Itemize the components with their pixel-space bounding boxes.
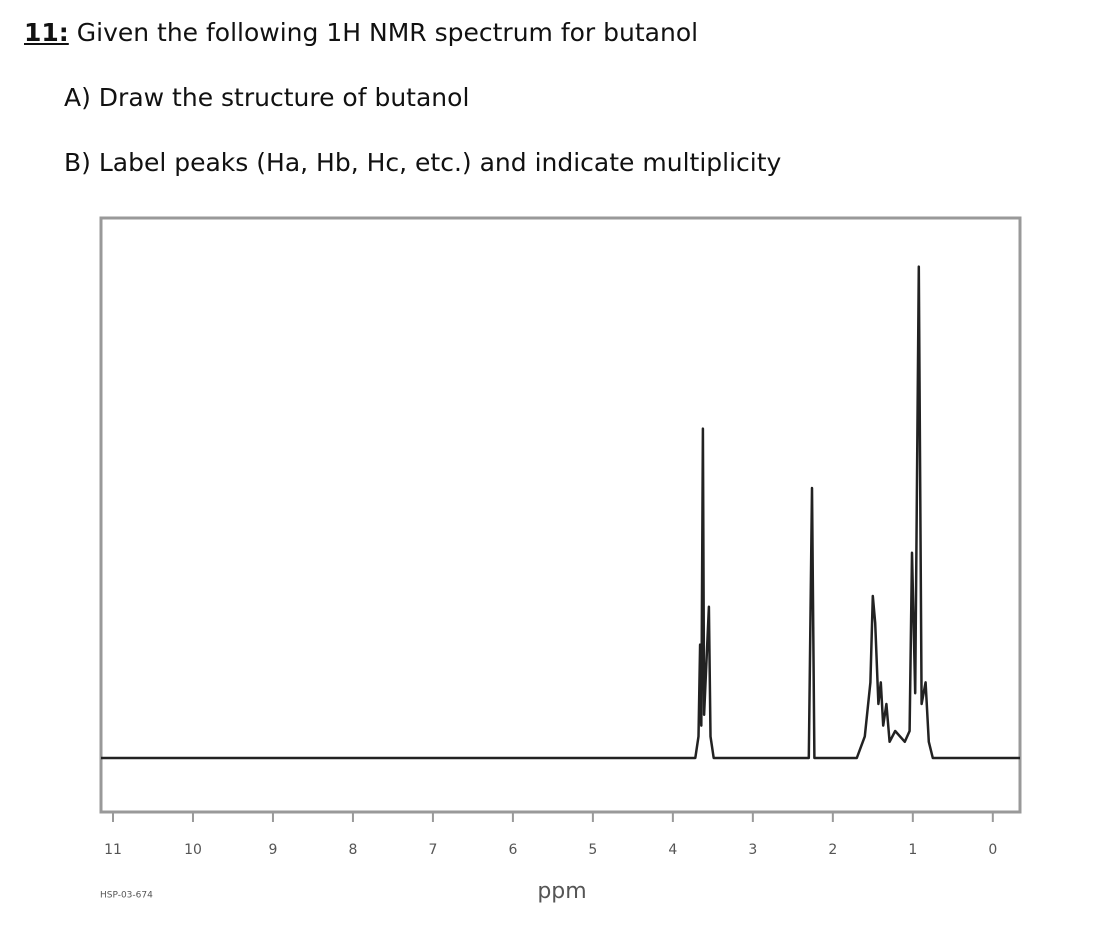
- x-tick-label: 11: [104, 842, 122, 858]
- x-tick-label: 3: [748, 842, 757, 858]
- x-tick-label: 6: [508, 842, 517, 858]
- x-tick-label: 9: [269, 842, 278, 858]
- question: 11: Given the following 1H NMR spectrum …: [24, 18, 698, 47]
- x-tick-label: 1: [908, 842, 917, 858]
- question-part: B) Label peaks (Ha, Hb, Hc, etc.) and in…: [64, 148, 782, 177]
- x-tick-label: 7: [428, 842, 437, 858]
- x-axis-label: ppm: [537, 879, 586, 904]
- annotation: HSP-03-674: [100, 891, 153, 901]
- x-tick-label: 0: [988, 842, 997, 858]
- question-number: 11:: [24, 18, 69, 47]
- x-tick-label: 8: [348, 842, 357, 858]
- x-tick-label: 5: [588, 842, 597, 858]
- x-tick-label: 4: [668, 842, 677, 858]
- x-tick-label: 2: [828, 842, 837, 858]
- x-tick-label: 10: [184, 842, 202, 858]
- spectrum-line: [101, 265, 1020, 760]
- plot-frame: [99, 216, 1022, 814]
- question-text: Given the following 1H NMR spectrum for …: [76, 18, 699, 47]
- question-part: A) Draw the structure of butanol: [64, 83, 470, 112]
